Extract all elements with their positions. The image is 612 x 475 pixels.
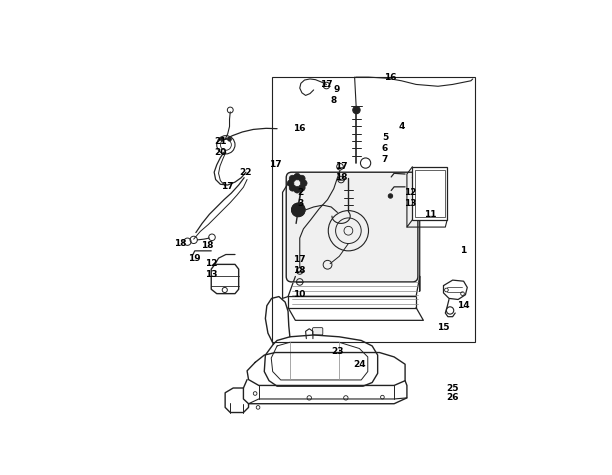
FancyBboxPatch shape	[313, 328, 323, 335]
Text: 18: 18	[293, 266, 305, 276]
Circle shape	[289, 175, 296, 182]
Circle shape	[228, 137, 231, 141]
Bar	[414, 170, 445, 217]
Circle shape	[289, 185, 296, 191]
Circle shape	[300, 180, 307, 187]
Circle shape	[294, 173, 300, 180]
Text: 18: 18	[335, 173, 348, 182]
Bar	[412, 167, 447, 220]
Circle shape	[294, 187, 300, 193]
Text: 4: 4	[398, 122, 405, 131]
Bar	[272, 77, 474, 342]
Text: 26: 26	[446, 393, 459, 402]
Text: 18: 18	[201, 241, 214, 250]
Text: 17: 17	[293, 256, 305, 265]
Text: 13: 13	[405, 199, 417, 208]
Circle shape	[292, 203, 305, 217]
Circle shape	[353, 106, 360, 114]
Circle shape	[299, 175, 305, 182]
Text: 17: 17	[269, 161, 282, 170]
Circle shape	[287, 180, 294, 187]
Text: 3: 3	[297, 199, 304, 208]
Text: 16: 16	[384, 73, 397, 82]
Text: 14: 14	[457, 301, 470, 310]
Text: 20: 20	[214, 148, 226, 157]
Text: 8: 8	[330, 96, 337, 105]
Circle shape	[388, 194, 393, 198]
Circle shape	[299, 185, 305, 191]
Text: 18: 18	[174, 239, 187, 248]
Text: 12: 12	[205, 259, 217, 268]
Text: 21: 21	[214, 137, 226, 146]
Circle shape	[220, 137, 224, 141]
Text: 15: 15	[437, 323, 450, 332]
Text: 17: 17	[320, 80, 333, 89]
Text: 13: 13	[205, 270, 217, 279]
FancyBboxPatch shape	[286, 172, 418, 282]
Text: 12: 12	[405, 188, 417, 197]
Text: 5: 5	[382, 133, 388, 142]
Text: 9: 9	[333, 86, 340, 95]
Text: 6: 6	[382, 144, 388, 153]
Text: 25: 25	[446, 383, 459, 392]
Text: 11: 11	[425, 210, 437, 219]
Text: 10: 10	[293, 290, 305, 299]
Text: 2: 2	[297, 188, 304, 197]
Text: 23: 23	[331, 347, 344, 356]
Text: 22: 22	[240, 168, 252, 177]
Text: 7: 7	[382, 155, 388, 164]
Text: 19: 19	[188, 254, 201, 263]
Text: 16: 16	[294, 124, 306, 133]
Text: 1: 1	[460, 247, 467, 256]
Text: 17: 17	[222, 182, 234, 191]
Text: 24: 24	[353, 360, 366, 369]
Text: 17: 17	[335, 162, 348, 171]
